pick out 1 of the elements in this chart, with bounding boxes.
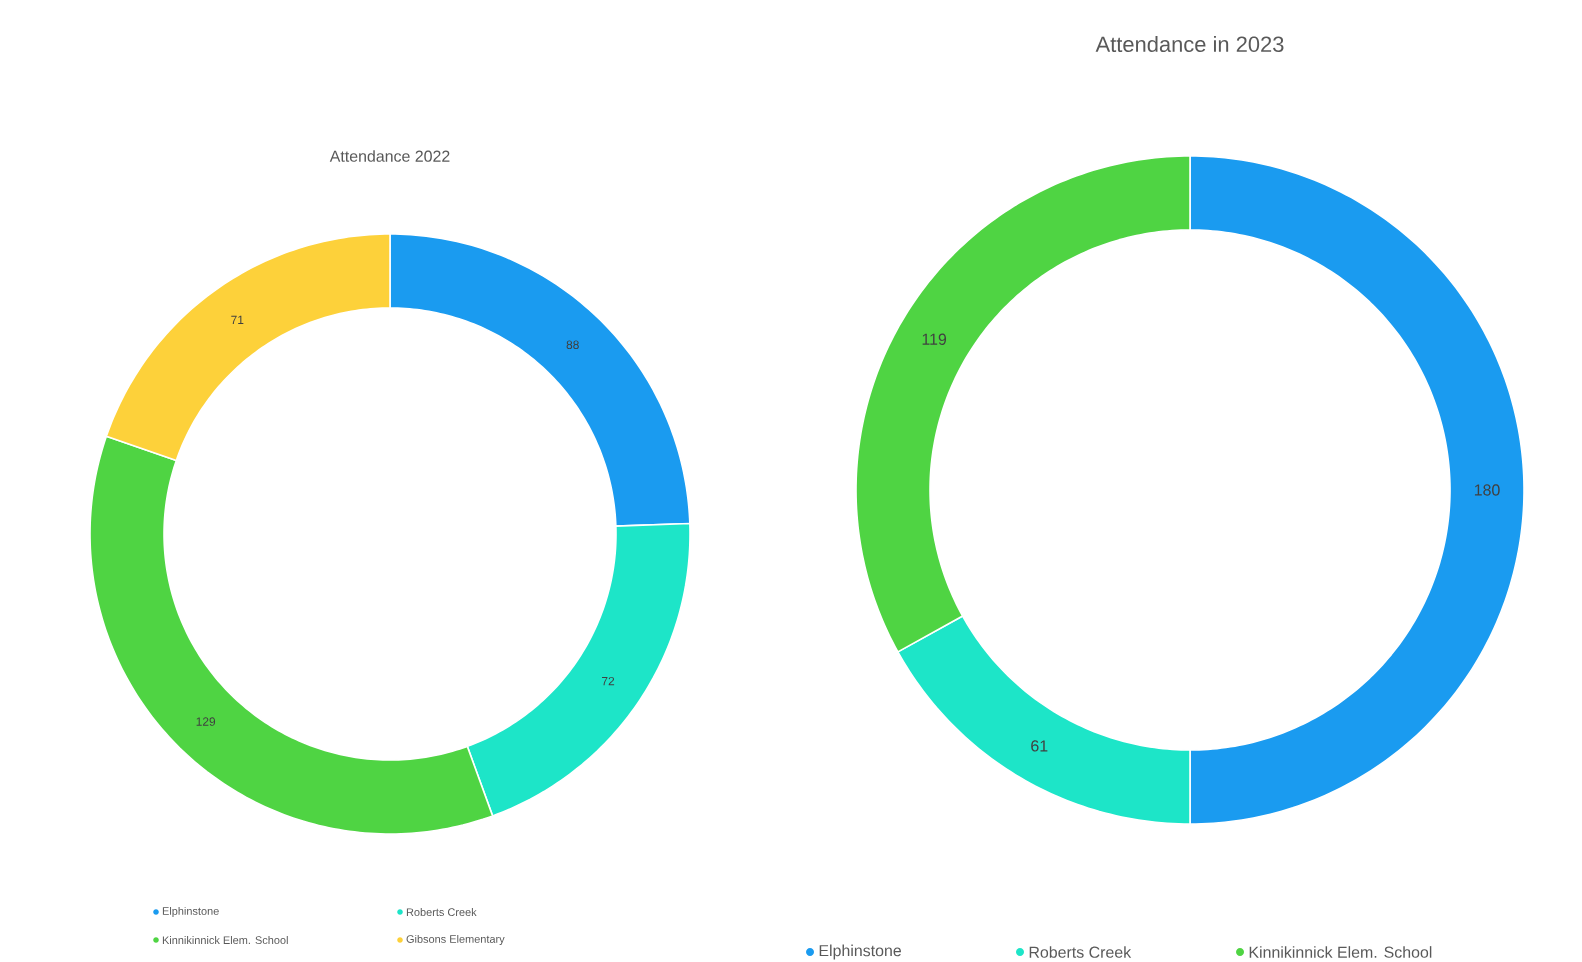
chart-title: Attendance in 2023 [1095, 35, 1284, 53]
